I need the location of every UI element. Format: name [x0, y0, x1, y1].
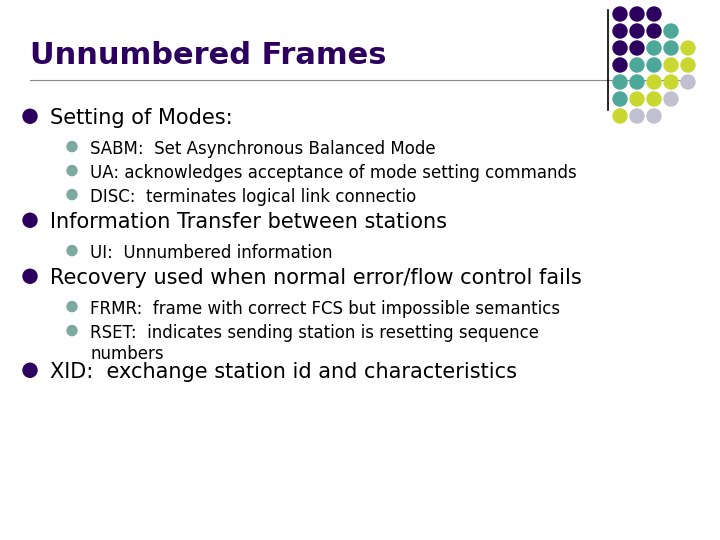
Circle shape: [647, 7, 661, 21]
Circle shape: [630, 41, 644, 55]
Circle shape: [613, 24, 627, 38]
Text: DISC:  terminates logical link connectio: DISC: terminates logical link connectio: [90, 188, 416, 206]
Circle shape: [67, 246, 77, 255]
Text: Information Transfer between stations: Information Transfer between stations: [50, 212, 447, 232]
Circle shape: [67, 302, 77, 312]
Circle shape: [613, 7, 627, 21]
Circle shape: [613, 92, 627, 106]
Circle shape: [630, 109, 644, 123]
Circle shape: [647, 92, 661, 106]
Circle shape: [664, 75, 678, 89]
Circle shape: [664, 92, 678, 106]
Circle shape: [23, 213, 37, 227]
Text: Setting of Modes:: Setting of Modes:: [50, 108, 233, 128]
Circle shape: [23, 269, 37, 284]
Circle shape: [681, 41, 695, 55]
Text: FRMR:  frame with correct FCS but impossible semantics: FRMR: frame with correct FCS but impossi…: [90, 300, 560, 318]
Circle shape: [613, 109, 627, 123]
Circle shape: [67, 190, 77, 200]
Circle shape: [630, 58, 644, 72]
Circle shape: [647, 58, 661, 72]
Circle shape: [647, 109, 661, 123]
Text: UI:  Unnumbered information: UI: Unnumbered information: [90, 244, 333, 262]
Circle shape: [647, 75, 661, 89]
Circle shape: [630, 92, 644, 106]
Circle shape: [23, 109, 37, 123]
Text: RSET:  indicates sending station is resetting sequence
numbers: RSET: indicates sending station is reset…: [90, 324, 539, 363]
Text: Recovery used when normal error/flow control fails: Recovery used when normal error/flow con…: [50, 268, 582, 288]
Circle shape: [681, 75, 695, 89]
Text: UA: acknowledges acceptance of mode setting commands: UA: acknowledges acceptance of mode sett…: [90, 164, 577, 182]
Circle shape: [681, 58, 695, 72]
Circle shape: [630, 24, 644, 38]
Circle shape: [630, 7, 644, 21]
Circle shape: [630, 75, 644, 89]
Text: XID:  exchange station id and characteristics: XID: exchange station id and characteris…: [50, 362, 517, 382]
Circle shape: [67, 141, 77, 152]
Circle shape: [664, 41, 678, 55]
Circle shape: [647, 41, 661, 55]
Text: SABM:  Set Asynchronous Balanced Mode: SABM: Set Asynchronous Balanced Mode: [90, 140, 436, 158]
Circle shape: [613, 75, 627, 89]
Text: Unnumbered Frames: Unnumbered Frames: [30, 40, 387, 70]
Circle shape: [664, 24, 678, 38]
Circle shape: [613, 58, 627, 72]
Circle shape: [67, 326, 77, 335]
Circle shape: [613, 41, 627, 55]
Circle shape: [67, 166, 77, 176]
Circle shape: [647, 24, 661, 38]
Circle shape: [664, 58, 678, 72]
Circle shape: [23, 363, 37, 377]
